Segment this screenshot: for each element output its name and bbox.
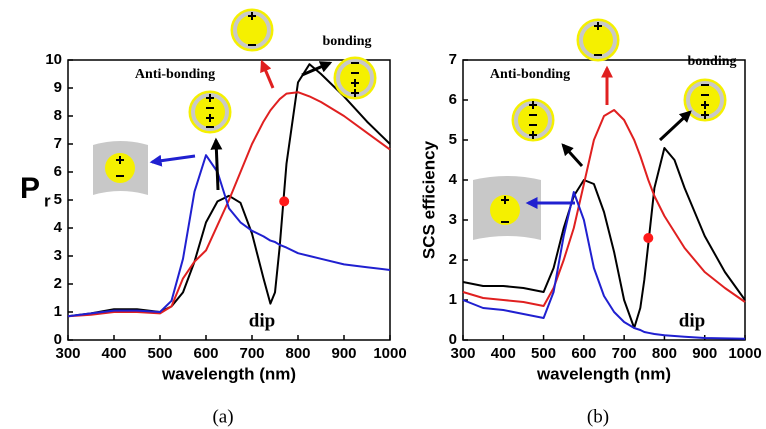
arrow [561,143,584,168]
x-axis-label: wavelength (nm) [161,364,296,383]
core [244,18,260,42]
x-tick-label: 300 [55,345,80,362]
y-tick-label: 7 [54,135,62,152]
y-tick-label: 10 [45,51,62,68]
y-tick-label: 2 [54,275,62,292]
panel-caption: (a) [212,406,233,427]
arrow [260,59,275,89]
y-tick-label: 1 [449,291,457,308]
y-axis-label: P [20,172,40,205]
y-tick-label: 4 [449,171,458,188]
arrow [301,61,333,77]
x-tick-label: 800 [285,345,310,362]
x-tick-label: 1000 [728,345,761,362]
marker-dot [643,233,654,243]
data-line [462,191,746,340]
annotation: Anti-bonding [490,67,570,82]
annotation: dip [249,310,275,331]
y-tick-label: 8 [54,107,62,124]
y-axis-label-sub: r [44,191,51,210]
arrow [210,137,223,191]
y-tick-label: 2 [449,251,457,268]
x-tick-label: 1000 [373,345,406,362]
data-line [67,91,391,318]
x-tick-label: 500 [147,345,172,362]
y-tick-label: 4 [54,219,63,236]
x-tick-label: 600 [571,345,596,362]
core [590,28,606,52]
y-tick-label: 9 [54,79,62,96]
y-tick-label: 0 [449,331,457,348]
x-tick-label: 700 [239,345,264,362]
x-tick-label: 300 [450,345,475,362]
data-line [67,154,391,318]
panel-caption: (b) [587,406,609,427]
data-line [462,147,746,329]
x-tick-label: 400 [491,345,516,362]
arrow [658,110,692,142]
x-tick-label: 400 [101,345,126,362]
y-tick-label: 0 [54,331,62,348]
y-tick-label: 6 [54,163,62,180]
particle-icon [490,195,520,225]
y-tick-label: 5 [449,131,457,148]
y-tick-label: 1 [54,303,62,320]
annotation: dip [679,310,705,331]
y-axis-label: SCS efficiency [419,140,438,259]
x-tick-label: 500 [531,345,556,362]
x-axis-label: wavelength (nm) [536,364,671,383]
marker-dot [279,196,290,207]
data-line [462,109,746,307]
y-tick-label: 3 [449,211,457,228]
x-tick-label: 900 [331,345,356,362]
x-tick-label: 600 [193,345,218,362]
arrow [149,154,196,167]
x-tick-label: 800 [652,345,677,362]
core [525,108,541,132]
y-tick-label: 6 [449,91,457,108]
y-tick-label: 7 [449,51,457,68]
y-tick-label: 3 [54,247,62,264]
x-tick-label: 700 [612,345,637,362]
annotation: Anti-bonding [135,67,215,82]
y-tick-label: 5 [54,191,62,208]
annotation: bonding [322,34,371,49]
x-tick-label: 900 [692,345,717,362]
annotation: bonding [687,54,736,69]
particle-icon [105,153,135,183]
